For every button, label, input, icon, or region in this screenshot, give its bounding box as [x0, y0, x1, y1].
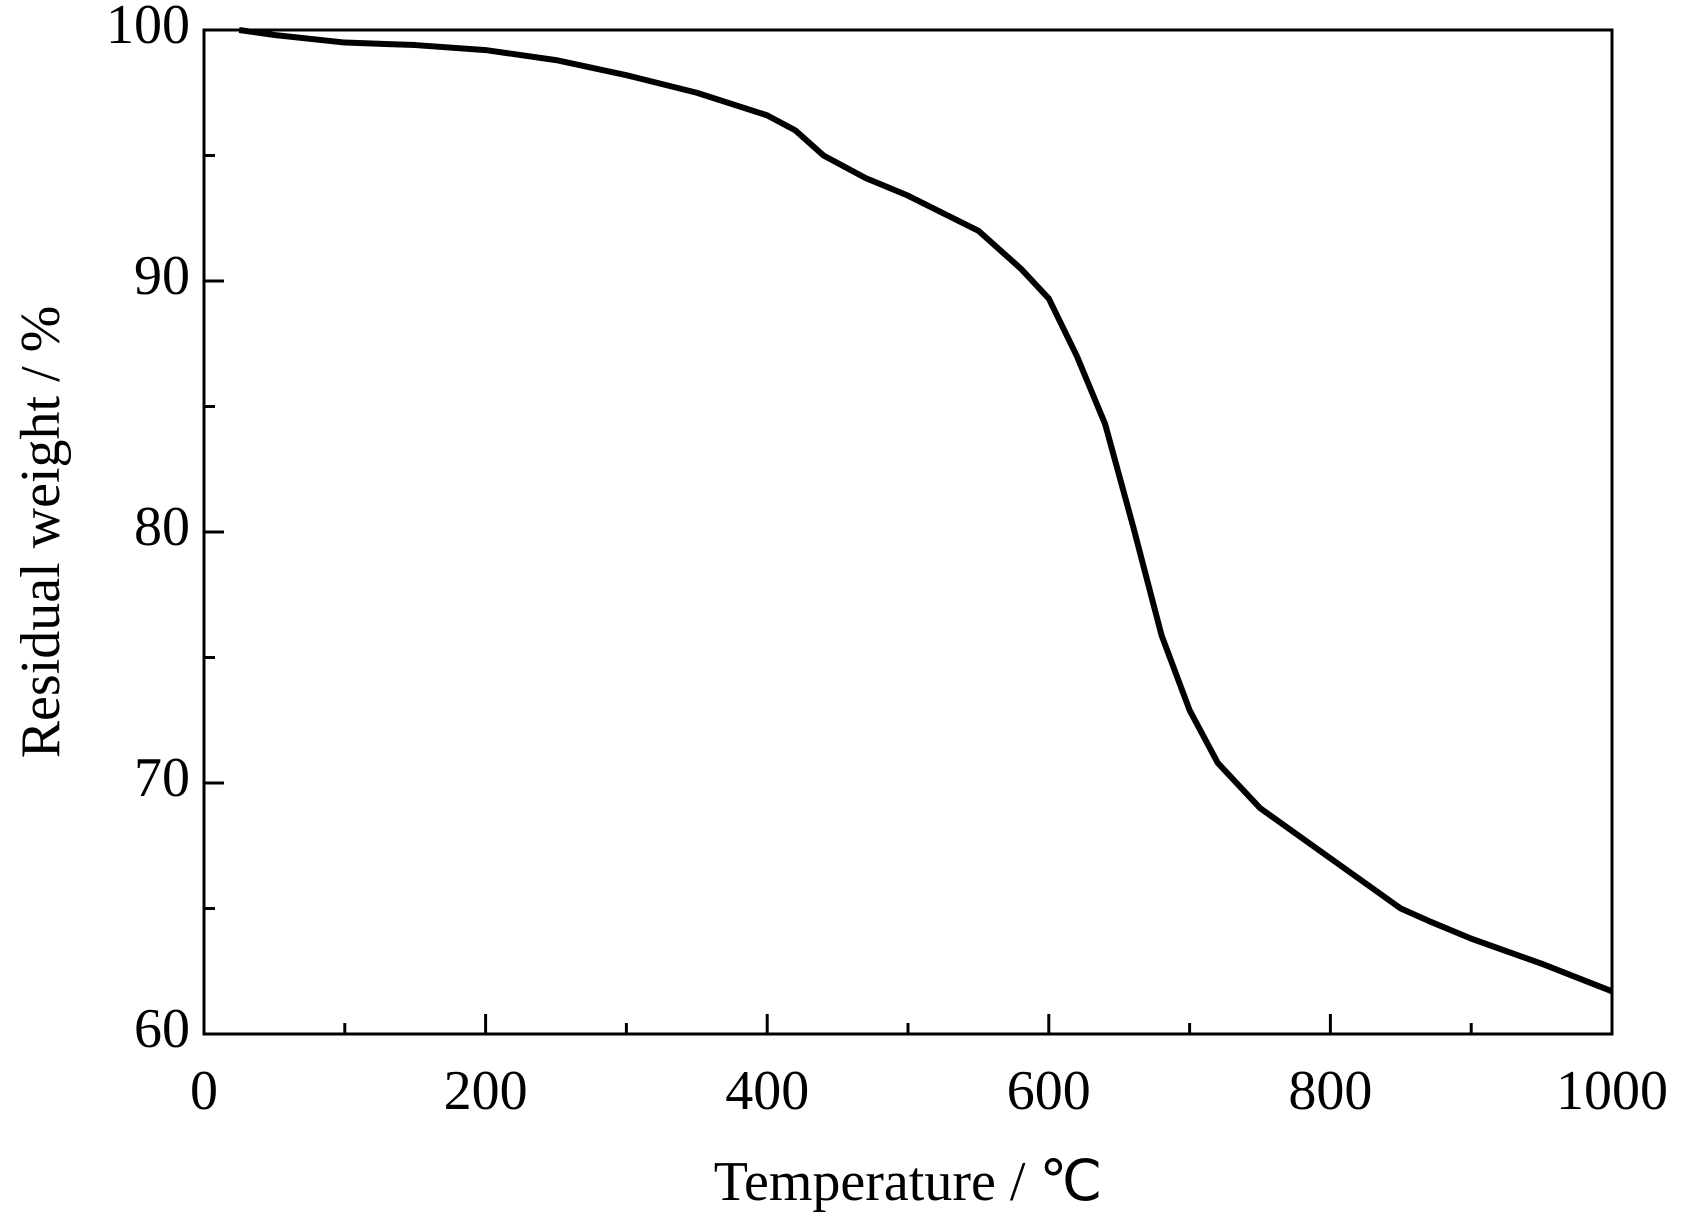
data-line	[238, 27, 1614, 995]
x-tick-label: 1000	[1556, 1060, 1668, 1122]
x-tick-label: 800	[1288, 1060, 1372, 1122]
x-tick-label: 0	[190, 1060, 218, 1122]
x-tick-label: 200	[444, 1060, 528, 1122]
plot-frame	[202, 28, 1614, 1036]
y-tick-label: 70	[134, 747, 190, 809]
y-tick-label: 100	[106, 0, 190, 56]
x-axis-label: Temperature / ℃	[714, 1151, 1103, 1213]
x-tick-label: 600	[1007, 1060, 1091, 1122]
y-tick-label: 60	[134, 998, 190, 1060]
x-tick-label: 400	[725, 1060, 809, 1122]
y-tick-label: 90	[134, 245, 190, 307]
y-axis-label: Residual weight / %	[10, 306, 72, 759]
y-tick-label: 80	[134, 496, 190, 558]
